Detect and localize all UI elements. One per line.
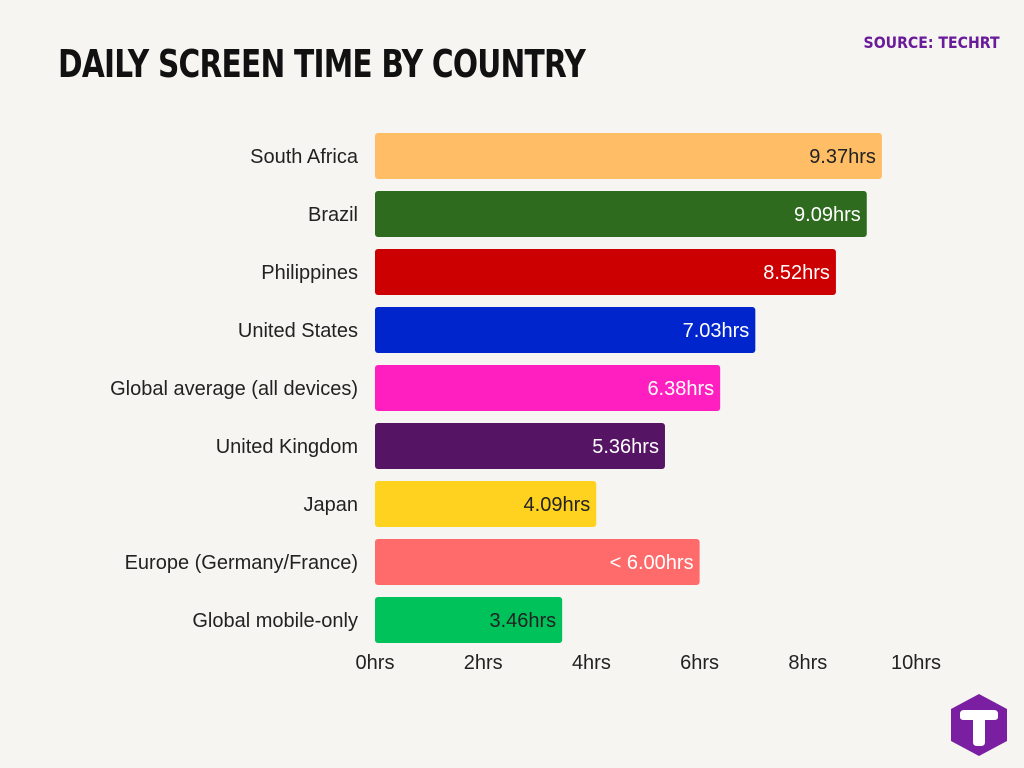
category-label-1: Brazil bbox=[308, 204, 358, 226]
bar-6 bbox=[375, 481, 597, 527]
bar-7 bbox=[375, 539, 700, 585]
x-tick-label-4: 8hrs bbox=[788, 652, 827, 674]
bar-0 bbox=[375, 133, 882, 179]
bar-2 bbox=[375, 249, 836, 295]
techrt-logo-icon bbox=[951, 694, 1007, 756]
value-label-8: 3.46hrs bbox=[489, 610, 556, 632]
value-label-4: 6.38hrs bbox=[647, 378, 714, 400]
x-tick-label-2: 4hrs bbox=[572, 652, 611, 674]
value-label-0: 9.37hrs bbox=[809, 146, 876, 168]
category-label-2: Philippines bbox=[261, 262, 358, 284]
category-label-5: United Kingdom bbox=[216, 436, 358, 458]
value-label-2: 8.52hrs bbox=[763, 262, 830, 284]
bar-3 bbox=[375, 307, 756, 353]
source-label: SOURCE: TECHRT bbox=[863, 33, 1000, 52]
category-label-3: United States bbox=[238, 320, 358, 342]
x-tick-label-0: 0hrs bbox=[356, 652, 395, 674]
x-tick-label-1: 2hrs bbox=[464, 652, 503, 674]
x-tick-label-5: 10hrs bbox=[891, 652, 941, 674]
value-label-5: 5.36hrs bbox=[592, 436, 659, 458]
category-label-8: Global mobile-only bbox=[192, 610, 358, 632]
value-label-1: 9.09hrs bbox=[794, 204, 861, 226]
bar-1 bbox=[375, 191, 867, 237]
value-label-7: < 6.00hrs bbox=[610, 552, 694, 574]
x-tick-label-3: 6hrs bbox=[680, 652, 719, 674]
category-label-0: South Africa bbox=[250, 146, 359, 168]
bar-8 bbox=[375, 597, 563, 643]
bar-4 bbox=[375, 365, 721, 411]
category-label-7: Europe (Germany/France) bbox=[125, 552, 358, 574]
bar-chart: South Africa 9.37hrs Brazil 9.09hrs Philippi… bbox=[110, 133, 941, 674]
value-label-3: 7.03hrs bbox=[683, 320, 750, 342]
category-label-6: Japan bbox=[304, 494, 359, 516]
category-label-4: Global average (all devices) bbox=[110, 378, 358, 400]
value-label-6: 4.09hrs bbox=[524, 494, 591, 516]
chart-title: DAILY SCREEN TIME BY COUNTRY bbox=[58, 42, 586, 86]
bar-5 bbox=[375, 423, 665, 469]
